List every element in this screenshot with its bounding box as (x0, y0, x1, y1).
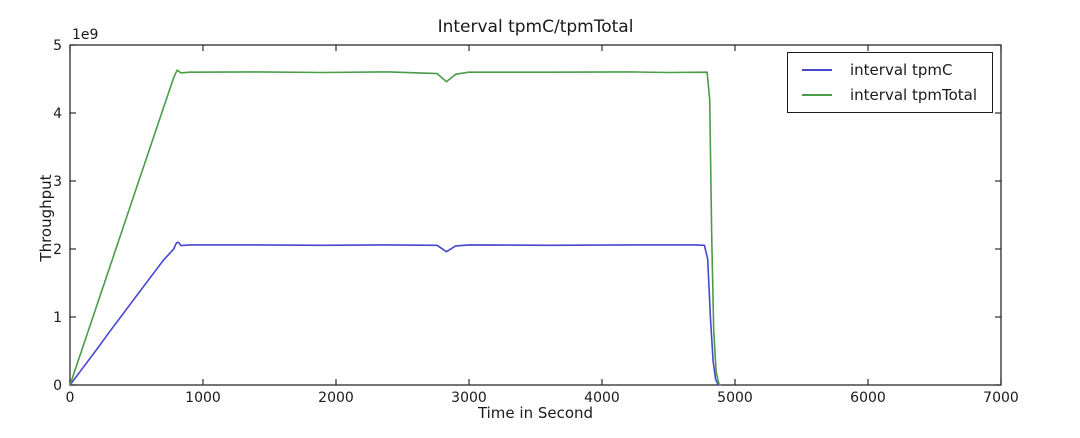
y-axis-label: Throughput (37, 174, 55, 262)
y-tick-label: 3 (53, 174, 62, 190)
x-tick-label: 3000 (451, 390, 487, 406)
legend-item-tpmc: interval tpmC (802, 60, 982, 79)
x-axis-label: Time in Second (477, 404, 594, 422)
y-tick-label: 1 (53, 310, 62, 326)
legend-item-tpmtotal: interval tpmTotal (802, 85, 982, 104)
legend-line-swatch-tpmc (802, 68, 832, 71)
series-line-interval-tpmc (69, 241, 720, 386)
chart-title: Interval tpmC/tpmTotal (437, 17, 634, 37)
y-tick-label: 0 (53, 378, 62, 394)
legend-label-tpmc: interval tpmC (850, 60, 953, 79)
x-tick-label: 2000 (318, 390, 354, 406)
x-tick-label: 4000 (584, 390, 620, 406)
x-tick-label: 6000 (850, 390, 886, 406)
series-line-interval-tpmtotal (69, 69, 721, 386)
x-tick-label: 1000 (185, 390, 221, 406)
x-tick-label: 7000 (983, 390, 1019, 406)
y-tick-label: 5 (53, 38, 62, 54)
y-tick-label: 4 (53, 106, 62, 122)
x-tick-label: 0 (66, 390, 75, 406)
y-axis-offset-label: 1e9 (72, 27, 99, 43)
y-tick-label: 2 (53, 242, 62, 258)
legend-label-tpmtotal: interval tpmTotal (850, 85, 978, 104)
legend: interval tpmC interval tpmTotal (787, 52, 993, 113)
axes-frame (69, 44, 1002, 386)
legend-line-swatch-tpmtotal (802, 93, 832, 96)
x-tick-label: 5000 (717, 390, 753, 406)
